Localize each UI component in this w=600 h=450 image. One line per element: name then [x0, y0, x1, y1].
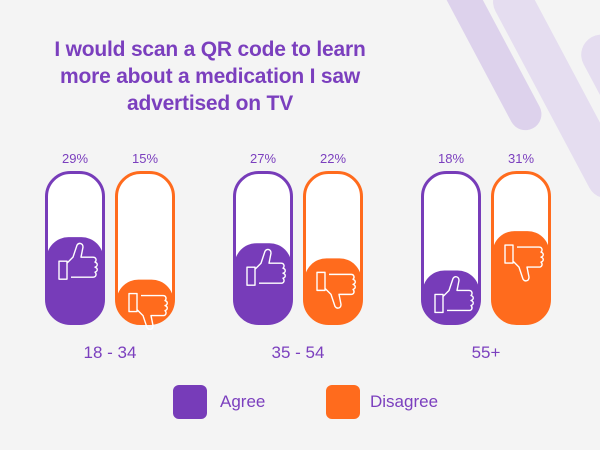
legend-label-disagree: Disagree [370, 392, 439, 411]
category-label: 35 - 54 [272, 343, 325, 362]
value-label: 31% [508, 151, 534, 166]
value-label: 15% [132, 151, 158, 166]
bar-disagree [304, 258, 362, 324]
category-label: 18 - 34 [84, 343, 137, 362]
bar-disagree [116, 279, 174, 324]
chart-title: I would scan a QR code to learn more abo… [54, 38, 366, 115]
category-label: 55+ [472, 343, 501, 362]
bar-agree [46, 237, 104, 324]
bar-agree [422, 270, 480, 324]
thumbs-down-icon [316, 271, 356, 309]
value-label: 18% [438, 151, 464, 166]
thumbs-down-icon [128, 292, 168, 331]
thumbs-up-icon [246, 248, 286, 286]
legend-swatch-disagree [326, 385, 360, 419]
legend-label-agree: Agree [220, 392, 266, 411]
value-label: 27% [250, 151, 276, 166]
value-label: 29% [62, 151, 88, 166]
legend-swatch-agree [173, 385, 207, 419]
value-label: 22% [320, 151, 346, 166]
thumbs-up-icon [58, 242, 98, 280]
thumbs-up-icon [434, 276, 474, 314]
thumbs-down-icon [504, 244, 544, 282]
bar-disagree [492, 231, 550, 324]
